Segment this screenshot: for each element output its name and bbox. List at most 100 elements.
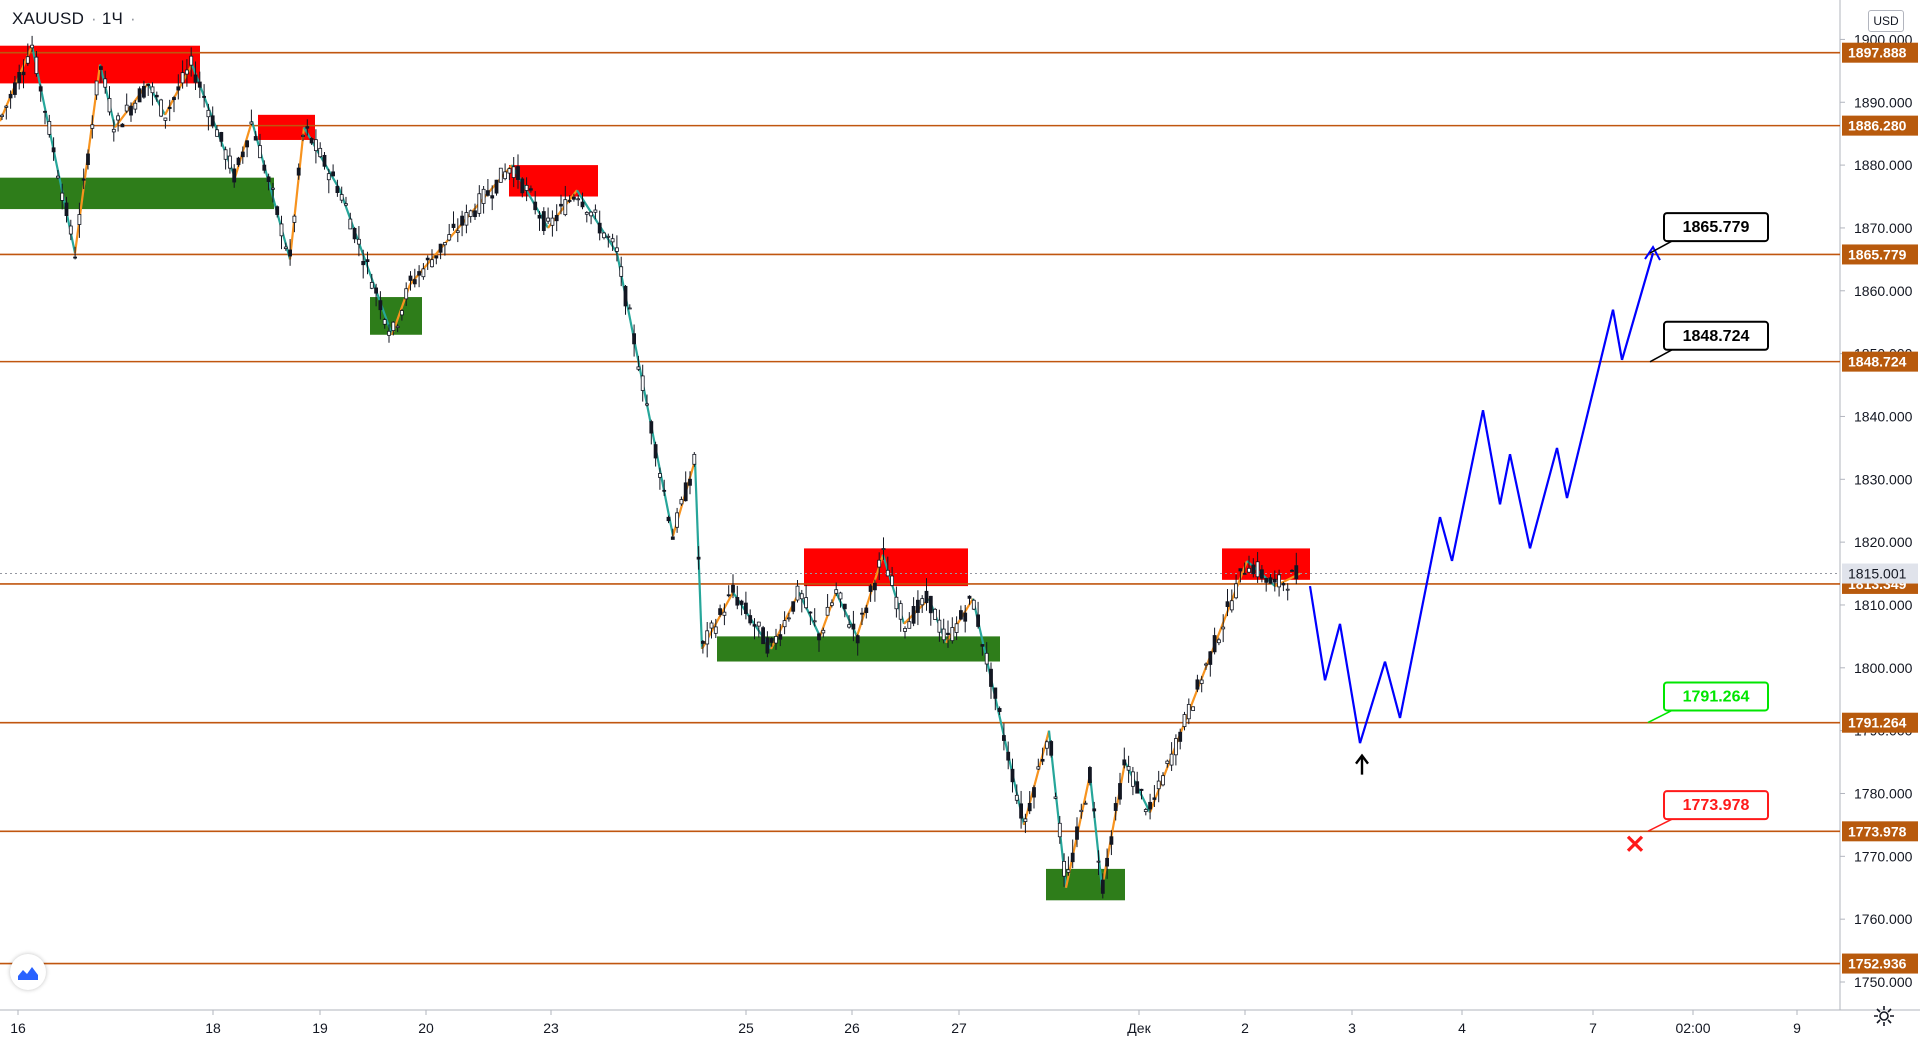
candle-body [1242, 572, 1247, 575]
y-tick-label: 1760.000 [1854, 911, 1913, 927]
candle-body [318, 147, 323, 158]
candle-body [636, 366, 641, 370]
candle-body [683, 482, 688, 502]
candle-body [335, 186, 340, 193]
candle-body [77, 214, 82, 225]
x-tick-label: 02:00 [1675, 1020, 1710, 1036]
y-tick-label: 1820.000 [1854, 534, 1913, 550]
candle-body [615, 247, 619, 252]
candle-body [533, 201, 538, 211]
current-price-label: 1815.001 [1848, 566, 1907, 582]
candle-body [464, 212, 469, 226]
zigzag-segment [855, 554, 885, 637]
candle-body [8, 93, 13, 99]
y-tick-label: 1880.000 [1854, 157, 1913, 173]
candle-body [503, 171, 508, 180]
candle-body [847, 624, 851, 628]
candle-body [116, 115, 120, 121]
candle-body [507, 168, 512, 174]
projection-segment [1323, 623, 1342, 681]
candle-body [1165, 760, 1170, 764]
candle-body [761, 627, 765, 645]
candle-body [275, 206, 280, 215]
candle-body [1100, 879, 1105, 894]
level-price-tag [1842, 821, 1918, 842]
candle-body [950, 627, 955, 642]
candle-body [47, 121, 52, 135]
candle-body [1148, 801, 1152, 810]
candle-body [1096, 860, 1101, 863]
candle-body [662, 489, 667, 492]
candle-body [1225, 601, 1230, 607]
candle-body [404, 288, 409, 300]
candle-body [795, 585, 800, 601]
level-price-tag [1842, 351, 1918, 372]
candle-body [787, 617, 791, 620]
level-price-label: 1791.264 [1848, 715, 1907, 731]
zigzag-segment [1088, 774, 1104, 888]
candle-body [137, 88, 142, 103]
level-price-label: 1897.888 [1848, 45, 1907, 61]
candle-body [1032, 787, 1036, 798]
candle-body [1182, 714, 1187, 727]
symbol-title: XAUUSD · 1Ч · [12, 9, 136, 28]
candle-body [804, 597, 808, 609]
candle-body [967, 595, 972, 599]
projection-segment [1565, 309, 1615, 499]
candle-body [984, 652, 989, 665]
candle-body [529, 188, 533, 191]
candle-body [442, 242, 447, 246]
candle-body [81, 178, 86, 181]
zigzag-segment [303, 126, 341, 191]
candle-body [146, 83, 151, 86]
symbol-name: XAUUSD [12, 9, 85, 28]
candle-body [451, 223, 456, 228]
level-price-label: 1848.724 [1848, 354, 1907, 370]
candle-body [709, 622, 714, 629]
candle-body [567, 200, 572, 202]
candle-body [791, 601, 796, 612]
demand-zone [0, 177, 274, 210]
gear-icon[interactable] [1872, 1004, 1896, 1028]
candle-body [172, 97, 176, 101]
projection-segment [1358, 661, 1387, 744]
currency-badge[interactable]: USD [1868, 10, 1904, 32]
level-price-tag [1842, 712, 1918, 733]
candle-body [666, 516, 671, 522]
candle-body [1294, 565, 1299, 580]
candle-body [253, 136, 258, 141]
candle-body [1045, 741, 1049, 749]
candle-body [421, 268, 426, 278]
candle-body [640, 375, 645, 391]
candle-body [524, 184, 529, 191]
candle-body [249, 121, 254, 125]
candle-body [1113, 803, 1118, 811]
callout-label: 1773.978 [1683, 797, 1750, 814]
candle-body [1251, 564, 1256, 575]
tradingview-logo-icon[interactable] [10, 954, 46, 990]
candle-body [120, 123, 125, 128]
level-price-tag [1842, 115, 1918, 136]
candle-body [511, 166, 516, 178]
candle-body [1178, 731, 1183, 742]
candle-body [1010, 768, 1015, 783]
candle-body [937, 619, 942, 633]
candle-body [860, 612, 864, 615]
y-tick-label: 1870.000 [1854, 220, 1913, 236]
candle-body [1268, 577, 1273, 584]
candle-body [1139, 788, 1144, 791]
level-price-tag [1842, 244, 1918, 265]
candle-body [1247, 567, 1251, 573]
candle-body [713, 626, 718, 634]
candle-body [619, 266, 624, 277]
interval-label[interactable]: 1Ч [101, 9, 123, 28]
candle-body [1040, 758, 1045, 762]
projection-segment [1498, 453, 1512, 505]
candle-body [1027, 803, 1032, 812]
candle-body [739, 600, 744, 605]
legend-more-icon[interactable]: · [129, 9, 136, 28]
candle-body [103, 78, 108, 88]
candle-body [885, 569, 890, 577]
